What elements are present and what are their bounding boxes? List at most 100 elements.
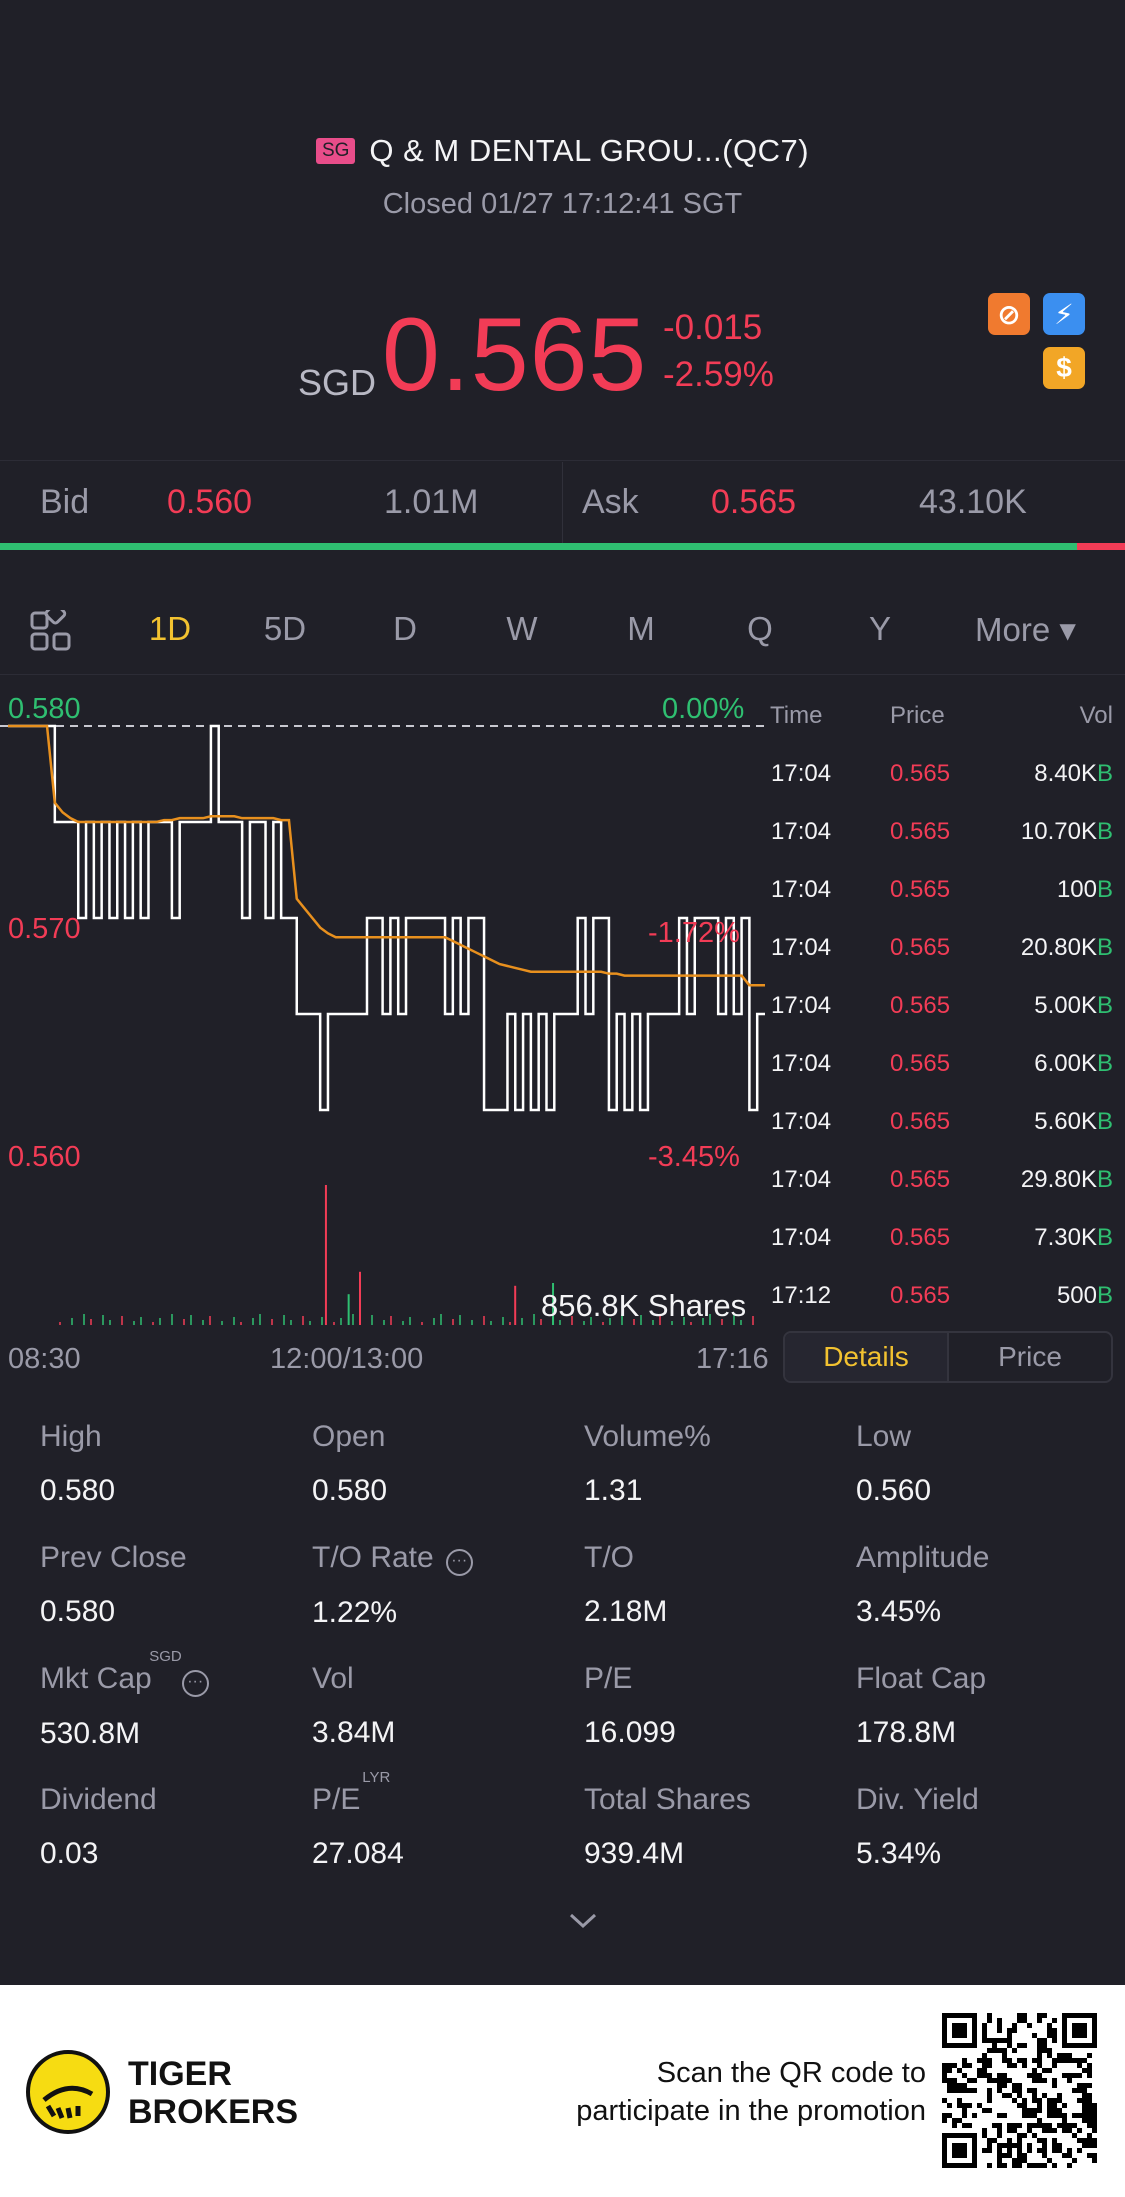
- price-tab[interactable]: Price: [998, 1341, 1062, 1372]
- stat-label: High: [40, 1420, 102, 1453]
- trade-price: 0.565: [890, 818, 951, 845]
- stats-grid: High 0.580 Open 0.580 Volume% 1.31 Low 0.560 Pre…: [0, 1420, 1125, 1910]
- stat-value: 27.084: [312, 1837, 404, 1870]
- trade-row: 17:04 0.565 8.40KB: [770, 760, 1125, 818]
- no-short-icon[interactable]: ⊘: [988, 293, 1030, 335]
- stat-value: 0.03: [40, 1837, 99, 1870]
- ask-price: 0.565: [711, 483, 797, 521]
- stat-prev-close: Prev Close 0.580: [40, 1541, 300, 1629]
- tab-quarter[interactable]: Q: [747, 610, 773, 647]
- stat-value: 3.84M: [312, 1716, 396, 1749]
- dollar-icon[interactable]: $: [1043, 347, 1085, 389]
- trade-volume: 7.30KB: [1034, 1224, 1113, 1251]
- trade-row: 17:04 0.565 10.70KB: [770, 818, 1125, 876]
- stat-label: T/O Rate: [312, 1541, 434, 1574]
- stat-volume-: Volume% 1.31: [584, 1420, 844, 1508]
- stat-label: Prev Close: [40, 1541, 187, 1574]
- tab-5d[interactable]: 5D: [263, 610, 307, 647]
- trade-time: 17:04: [771, 1108, 832, 1135]
- col-price: Price: [890, 702, 945, 729]
- promo-footer: TIGER BROKERS Scan the QR code to partic…: [0, 1985, 1125, 2197]
- bid-size: 1.01M: [384, 483, 479, 521]
- bid-volume-bar: [0, 543, 1077, 550]
- stat-t-o: T/O 2.18M: [584, 1541, 844, 1629]
- trade-time: 17:04: [771, 1224, 832, 1251]
- trade-time: 17:12: [771, 1282, 832, 1309]
- buy-marker: B: [1096, 1224, 1113, 1251]
- stat-value: 0.580: [40, 1474, 116, 1507]
- time-end: 17:16: [696, 1343, 769, 1375]
- tab-day[interactable]: D: [393, 610, 417, 647]
- stat-p-e: P/E 16.099: [584, 1662, 844, 1750]
- volume-bars: [59, 1185, 754, 1325]
- buy-marker: B: [1096, 1166, 1113, 1193]
- trade-time: 17:04: [771, 934, 832, 961]
- volume-total: 856.8K Shares: [541, 1288, 747, 1323]
- info-ellipsis-icon[interactable]: ···: [445, 1549, 473, 1577]
- market-badge: SG: [315, 138, 356, 164]
- details-tab[interactable]: Details: [785, 1333, 949, 1381]
- quote-header: SG Q & M DENTAL GROU...(QC7) Closed 01/2…: [0, 0, 1125, 460]
- stat-dividend: Dividend 0.03: [40, 1783, 300, 1871]
- stat-div-yield: Div. Yield 5.34%: [856, 1783, 1116, 1871]
- stat-label: T/O: [584, 1541, 634, 1574]
- trade-time: 17:04: [771, 760, 832, 787]
- grid-icon[interactable]: [30, 610, 72, 652]
- trade-row: 17:04 0.565 20.80KB: [770, 934, 1125, 992]
- trade-row: 17:04 0.565 6.00KB: [770, 1050, 1125, 1108]
- chevron-down-icon[interactable]: [565, 1910, 601, 1932]
- time-lunch: 12:00/13:00: [270, 1343, 424, 1375]
- title-row: SG Q & M DENTAL GROU...(QC7): [0, 133, 1125, 169]
- trade-price: 0.565: [890, 1224, 951, 1251]
- stat-total-shares: Total Shares 939.4M: [584, 1783, 844, 1871]
- stat-vol: Vol 3.84M: [312, 1662, 572, 1750]
- promo-text-line2: participate in the promotion: [576, 2095, 926, 2127]
- trade-volume: 8.40KB: [1034, 760, 1113, 787]
- stat-superscript: LYR: [362, 1769, 391, 1786]
- stat-float-cap: Float Cap 178.8M: [856, 1662, 1116, 1750]
- stat-value: 1.22%: [312, 1596, 398, 1630]
- stat-value: 3.45%: [856, 1595, 942, 1628]
- trade-volume: 10.70KB: [1020, 818, 1113, 845]
- intraday-chart[interactable]: [0, 690, 770, 1330]
- stat-p-e: P/E LYR 27.084: [312, 1769, 572, 1871]
- time-start: 08:30: [8, 1343, 81, 1375]
- stat-label: Dividend: [40, 1783, 157, 1816]
- tab-month[interactable]: M: [627, 610, 655, 647]
- col-time: Time: [770, 702, 823, 729]
- stat-low: Low 0.560: [856, 1420, 1116, 1508]
- trade-price: 0.565: [890, 1166, 951, 1193]
- buy-marker: B: [1096, 876, 1113, 903]
- lightning-icon[interactable]: ⚡: [1043, 293, 1085, 335]
- stat-mkt-cap: Mkt Cap SGD ··· 530.8M: [40, 1648, 300, 1751]
- trade-volume: 5.60KB: [1034, 1108, 1113, 1135]
- trade-volume: 29.80KB: [1020, 1166, 1113, 1193]
- stat-label: Volume%: [584, 1420, 711, 1453]
- tab-1d[interactable]: 1D: [148, 610, 192, 647]
- stat-label: Low: [856, 1420, 912, 1453]
- promo-text-line1: Scan the QR code to: [656, 2057, 926, 2089]
- y-label-top: 0.580: [8, 693, 81, 725]
- tab-week[interactable]: W: [506, 610, 538, 647]
- trade-price: 0.565: [890, 760, 951, 787]
- trade-price: 0.565: [890, 876, 951, 903]
- trade-time: 17:04: [771, 1166, 832, 1193]
- stat-value: 178.8M: [856, 1716, 957, 1749]
- stat-value: 939.4M: [584, 1837, 685, 1870]
- bid-price: 0.560: [167, 483, 253, 521]
- brand-name-line2: BROKERS: [128, 2093, 299, 2131]
- tiger-logo-icon: [26, 2050, 110, 2134]
- tab-more[interactable]: More ▾: [975, 611, 1076, 648]
- stat-t-o-rate: T/O Rate ··· 1.22%: [312, 1541, 572, 1630]
- stock-name[interactable]: Q & M DENTAL GROU...(QC7): [369, 133, 810, 168]
- tab-year[interactable]: Y: [868, 610, 891, 647]
- stat-high: High 0.580: [40, 1420, 300, 1508]
- info-ellipsis-icon[interactable]: ···: [181, 1670, 209, 1698]
- y-label-mid: 0.570: [8, 913, 81, 945]
- stat-label: P/E: [584, 1662, 633, 1695]
- currency-label: SGD: [298, 362, 377, 403]
- stat-label: Open: [312, 1420, 386, 1453]
- trade-row: 17:04 0.565 7.30KB: [770, 1224, 1125, 1282]
- buy-marker: B: [1096, 1282, 1113, 1309]
- stat-label: Mkt Cap SGD: [40, 1648, 182, 1695]
